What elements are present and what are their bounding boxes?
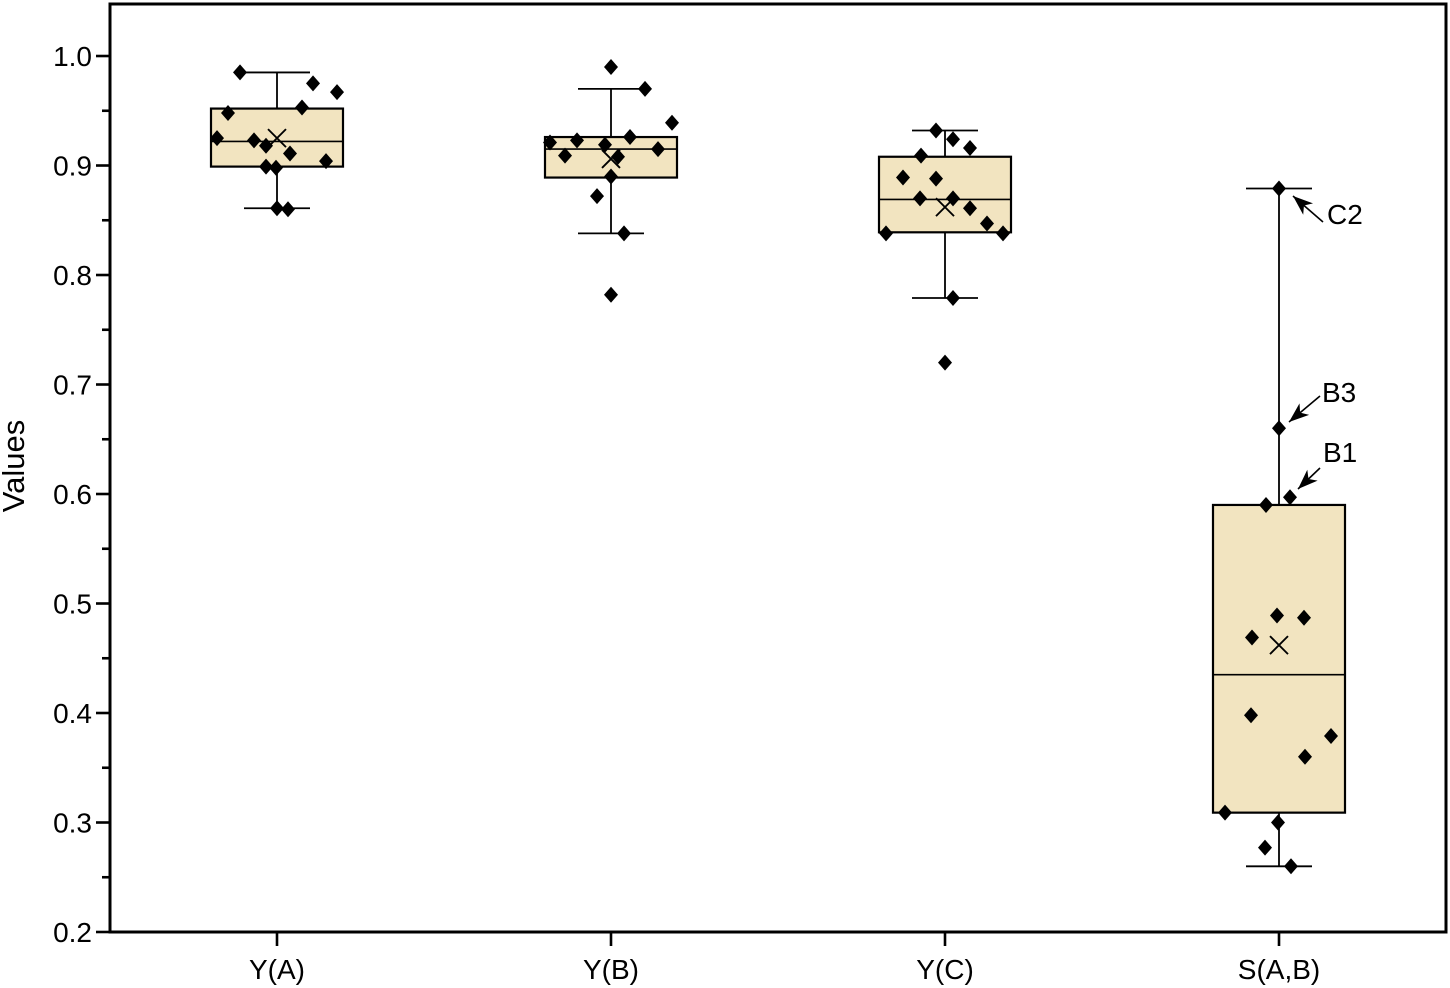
y-tick-label: 0.4 (53, 698, 92, 729)
data-point-diamond (611, 148, 625, 165)
data-point-diamond (1272, 420, 1286, 437)
y-tick-label: 0.7 (53, 370, 92, 401)
y-tick-label: 0.5 (53, 589, 92, 620)
data-point-diamond (1245, 629, 1259, 646)
data-point-diamond (914, 147, 928, 164)
data-point-diamond (1258, 839, 1272, 856)
plot-frame (108, 2, 1448, 934)
data-point-diamond (946, 131, 960, 148)
data-point-diamond (938, 354, 952, 371)
data-point-diamond (623, 129, 637, 146)
data-point-diamond (1324, 727, 1338, 744)
data-point-diamond (879, 225, 893, 242)
data-point-diamond (570, 132, 584, 149)
data-point-diamond (247, 132, 261, 149)
box-group-Y(B) (543, 58, 679, 303)
data-point-diamond (270, 200, 284, 217)
y-tick-label: 0.6 (53, 479, 92, 510)
data-point-diamond (963, 139, 977, 156)
data-point-diamond (665, 114, 679, 131)
annotation-arrow-B1 (1297, 467, 1321, 490)
data-point-diamond (598, 136, 612, 153)
annotations: C2 B3 B1 (1288, 195, 1363, 490)
box-group-Y(C) (877, 122, 1013, 371)
data-point-diamond (929, 122, 943, 139)
mean-x-marker (601, 149, 621, 169)
x-axis: Y(A) Y(B) Y(C) S(A,B) (249, 932, 1320, 985)
data-point-diamond (1218, 804, 1232, 821)
data-point-diamond (1270, 607, 1284, 624)
data-point-diamond (651, 141, 665, 158)
data-point-diamond (259, 137, 273, 154)
box-group-S(A,B) (1211, 180, 1347, 875)
y-tick-label: 1.0 (53, 41, 92, 72)
annotation-arrow-B3 (1288, 395, 1321, 423)
data-point-diamond (896, 169, 910, 186)
mean-x-marker (267, 128, 287, 148)
y-tick-label: 0.3 (53, 808, 92, 839)
data-point-diamond (233, 64, 247, 81)
data-point-diamond (283, 145, 297, 162)
box-group-Y(A) (209, 64, 345, 218)
data-point-diamond (281, 201, 295, 218)
data-point-diamond (259, 158, 273, 175)
mean-x-marker (935, 197, 955, 217)
data-point-diamond (319, 153, 333, 170)
data-point-diamond (963, 200, 977, 217)
x-tick-label-Y(A): Y(A) (249, 954, 305, 985)
data-point-diamond (913, 190, 927, 207)
data-point-diamond (558, 147, 572, 164)
y-axis: 0.2 0.3 0.4 0.5 0.6 0.7 0.8 0.9 1.0 (53, 41, 110, 948)
y-axis-title: Values (0, 420, 31, 513)
data-point-diamond (210, 130, 224, 147)
data-point-diamond (543, 134, 557, 151)
data-point-diamond (604, 168, 618, 185)
annotation-label-B3: B3 (1322, 377, 1356, 408)
data-point-diamond (638, 80, 652, 97)
iqr-box (1211, 503, 1347, 814)
data-point-diamond (1272, 180, 1286, 197)
x-tick-label-Y(C): Y(C) (916, 954, 974, 985)
data-point-diamond (1297, 609, 1311, 626)
y-tick-label: 0.8 (53, 260, 92, 291)
data-point-diamond (590, 188, 604, 205)
data-point-diamond (980, 215, 994, 232)
data-point-diamond (1283, 489, 1297, 506)
data-point-diamond (1244, 707, 1258, 724)
x-tick-label-S(A,B): S(A,B) (1238, 954, 1320, 985)
data-point-diamond (1284, 858, 1298, 875)
data-point-diamond (996, 225, 1010, 242)
data-point-diamond (604, 58, 618, 75)
data-point-diamond (604, 286, 618, 303)
data-point-diamond (929, 170, 943, 187)
annotation-label-B1: B1 (1323, 437, 1357, 468)
data-point-diamond (330, 84, 344, 101)
data-point-diamond (269, 159, 283, 176)
data-point-diamond (1259, 496, 1273, 513)
annotation-arrow-C2 (1292, 195, 1324, 223)
data-point-diamond (1298, 748, 1312, 765)
data-point-diamond (221, 104, 235, 121)
data-point-diamond (946, 290, 960, 307)
annotation-label-C2: C2 (1327, 199, 1363, 230)
data-point-diamond (617, 225, 631, 242)
boxplot-series (209, 58, 1347, 875)
data-point-diamond (295, 99, 309, 116)
x-tick-label-Y(B): Y(B) (583, 954, 639, 985)
y-tick-label: 0.2 (53, 917, 92, 948)
data-point-diamond (306, 75, 320, 92)
mean-x-marker (1269, 635, 1289, 655)
y-tick-label: 0.9 (53, 151, 92, 182)
data-point-diamond (1271, 814, 1285, 831)
